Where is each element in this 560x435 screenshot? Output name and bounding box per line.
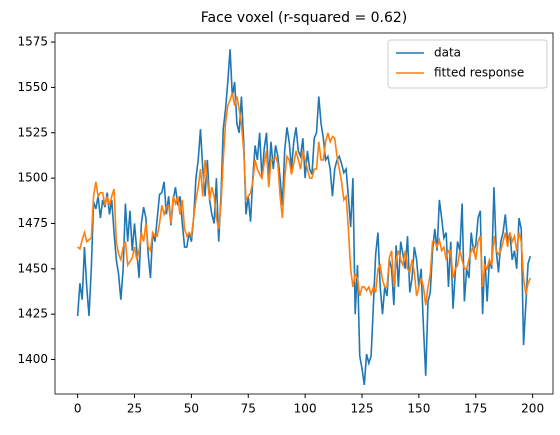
legend-label: fitted response: [434, 66, 524, 80]
data-line: [77, 92, 532, 306]
x-tick-label: 75: [241, 402, 256, 416]
y-tick-label: 1575: [17, 35, 48, 49]
y-tick-label: 1450: [17, 261, 48, 275]
y-tick-label: 1525: [17, 125, 48, 139]
legend-label: data: [434, 46, 461, 60]
x-tick-label: 150: [407, 402, 430, 416]
y-tick-label: 1425: [17, 307, 48, 321]
x-tick-label: 25: [127, 402, 142, 416]
legend-box: [387, 39, 548, 89]
x-tick-label: 125: [351, 402, 374, 416]
chart-title: Face voxel (r-squared = 0.62): [201, 10, 408, 26]
x-tick-label: 0: [74, 402, 82, 416]
y-tick-label: 1500: [17, 171, 48, 185]
plot-frame: [54, 32, 554, 395]
x-tick-label: 200: [521, 402, 544, 416]
y-tick-label: 1475: [17, 216, 48, 230]
y-tick-label: 1400: [17, 352, 48, 366]
x-tick-label: 100: [294, 402, 317, 416]
x-tick-label: 50: [184, 402, 199, 416]
y-tick-label: 1550: [17, 80, 48, 94]
x-tick-label: 175: [464, 402, 487, 416]
legend: data fitted response: [387, 39, 548, 89]
